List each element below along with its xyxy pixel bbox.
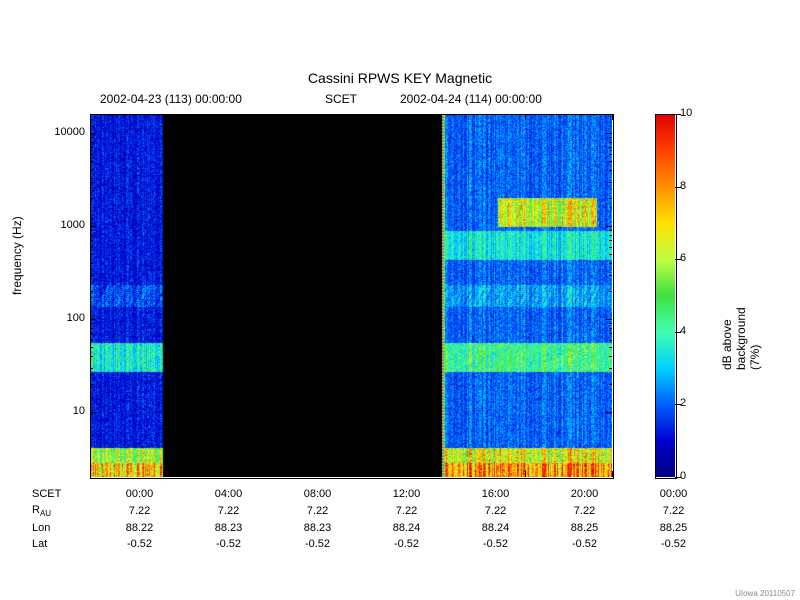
row-label: Lat xyxy=(32,537,94,551)
table-row: Lon88.2288.2388.2388.2488.2488.2588.25 xyxy=(32,521,717,535)
colorbar-tick-label: 6 xyxy=(680,252,686,264)
table-cell: 88.23 xyxy=(274,521,361,535)
y-axis-label: frequency (Hz) xyxy=(10,216,24,295)
table-cell: 12:00 xyxy=(363,487,450,501)
table-cell: 88.23 xyxy=(185,521,272,535)
table-row: SCET00:0004:0008:0012:0016:0020:0000:00 xyxy=(32,487,717,501)
row-label: Lon xyxy=(32,521,94,535)
table-cell: 04:00 xyxy=(185,487,272,501)
table-cell: -0.52 xyxy=(541,537,628,551)
colorbar-tick-label: 2 xyxy=(680,397,686,409)
colorbar-tick-label: 8 xyxy=(680,180,686,192)
table-cell: 16:00 xyxy=(452,487,539,501)
table-cell: 7.22 xyxy=(274,503,361,519)
table-cell: 20:00 xyxy=(541,487,628,501)
row-label: SCET xyxy=(32,487,94,501)
y-tick-label: 1000 xyxy=(61,219,85,231)
table-cell: 88.22 xyxy=(96,521,183,535)
colorbar-tick-label: 10 xyxy=(680,107,692,119)
table-cell: 88.25 xyxy=(541,521,628,535)
table-cell: 7.22 xyxy=(452,503,539,519)
colorbar-tick-label: 0 xyxy=(680,470,686,482)
table-cell: 7.22 xyxy=(96,503,183,519)
table-row: Lat-0.52-0.52-0.52-0.52-0.52-0.52-0.52 xyxy=(32,537,717,551)
y-tick-label: 100 xyxy=(67,312,85,324)
table-cell: 88.25 xyxy=(630,521,717,535)
y-tick-label: 10000 xyxy=(54,126,85,138)
table-row: RAU7.227.227.227.227.227.227.22 xyxy=(32,503,717,519)
table-cell: 88.24 xyxy=(452,521,539,535)
table-cell: -0.52 xyxy=(630,537,717,551)
row-label: RAU xyxy=(32,503,94,519)
spectrogram-plot xyxy=(90,114,612,477)
table-cell: -0.52 xyxy=(96,537,183,551)
spectrogram-canvas xyxy=(90,114,612,477)
table-cell: 7.22 xyxy=(185,503,272,519)
table-cell: 7.22 xyxy=(630,503,717,519)
table-cell: -0.52 xyxy=(185,537,272,551)
table-cell: 00:00 xyxy=(96,487,183,501)
date-label-right: 2002-04-24 (114) 00:00:00 xyxy=(400,92,542,106)
table-cell: 00:00 xyxy=(630,487,717,501)
colorbar-tick-label: 4 xyxy=(680,325,686,337)
table-cell: -0.52 xyxy=(363,537,450,551)
table-cell: 7.22 xyxy=(541,503,628,519)
colorbar xyxy=(655,114,675,477)
table-cell: 08:00 xyxy=(274,487,361,501)
footer-text: UIowa 20110507 xyxy=(735,589,795,598)
table-cell: -0.52 xyxy=(452,537,539,551)
date-label-left: 2002-04-23 (113) 00:00:00 xyxy=(100,92,242,106)
table-cell: 88.24 xyxy=(363,521,450,535)
x-axis-data-table: SCET00:0004:0008:0012:0016:0020:0000:00R… xyxy=(30,485,719,553)
table-cell: 7.22 xyxy=(363,503,450,519)
colorbar-label: dB above background (7%) xyxy=(720,290,762,370)
table-cell: -0.52 xyxy=(274,537,361,551)
plot-title: Cassini RPWS KEY Magnetic xyxy=(308,70,492,86)
date-label-center: SCET xyxy=(325,92,357,106)
y-tick-label: 10 xyxy=(73,405,85,417)
figure-container: Cassini RPWS KEY Magnetic 2002-04-23 (11… xyxy=(0,0,800,600)
